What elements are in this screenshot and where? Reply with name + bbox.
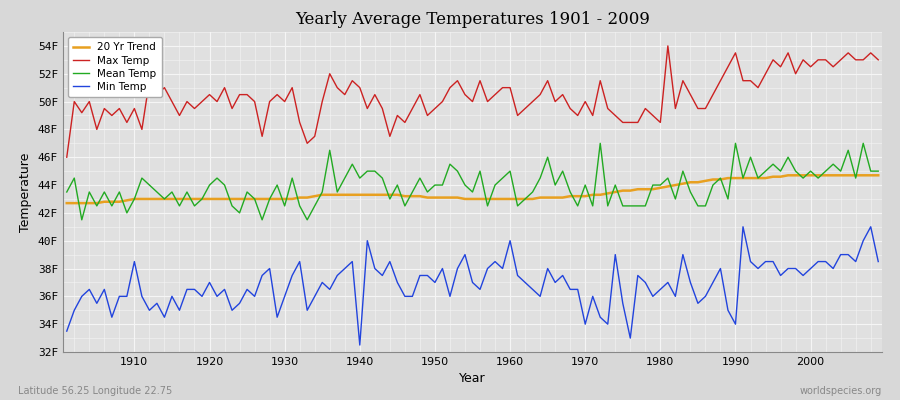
Max Temp <box>873 58 884 62</box>
Mean Temp <box>512 204 523 208</box>
Max Temp <box>505 85 516 90</box>
Mean Temp <box>61 190 72 194</box>
Max Temp <box>122 120 132 125</box>
Text: Latitude 56.25 Longitude 22.75: Latitude 56.25 Longitude 22.75 <box>18 386 172 396</box>
Max Temp <box>332 85 343 90</box>
20 Yr Trend <box>783 173 794 178</box>
Line: Min Temp: Min Temp <box>67 227 878 345</box>
Min Temp <box>602 322 613 326</box>
Legend: 20 Yr Trend, Max Temp, Mean Temp, Min Temp: 20 Yr Trend, Max Temp, Mean Temp, Min Te… <box>68 37 162 97</box>
Min Temp <box>512 273 523 278</box>
Min Temp <box>873 259 884 264</box>
Line: Mean Temp: Mean Temp <box>67 143 878 220</box>
Mean Temp <box>76 218 87 222</box>
Text: worldspecies.org: worldspecies.org <box>800 386 882 396</box>
Max Temp <box>662 44 673 48</box>
Max Temp <box>595 78 606 83</box>
Min Temp <box>355 343 365 348</box>
Min Temp <box>505 238 516 243</box>
20 Yr Trend <box>122 198 132 203</box>
Line: Max Temp: Max Temp <box>67 46 878 157</box>
Max Temp <box>497 85 508 90</box>
Mean Temp <box>595 141 606 146</box>
Min Temp <box>287 273 298 278</box>
Line: 20 Yr Trend: 20 Yr Trend <box>67 175 878 203</box>
Min Temp <box>738 224 749 229</box>
Min Temp <box>332 273 343 278</box>
Mean Temp <box>294 204 305 208</box>
20 Yr Trend <box>61 201 72 206</box>
Mean Temp <box>505 169 516 174</box>
Mean Temp <box>129 196 140 201</box>
Min Temp <box>61 329 72 334</box>
20 Yr Trend <box>595 192 606 197</box>
Y-axis label: Temperature: Temperature <box>19 152 32 232</box>
Max Temp <box>287 85 298 90</box>
20 Yr Trend <box>497 196 508 201</box>
X-axis label: Year: Year <box>459 372 486 386</box>
Mean Temp <box>610 183 621 188</box>
Mean Temp <box>339 176 350 180</box>
Title: Yearly Average Temperatures 1901 - 2009: Yearly Average Temperatures 1901 - 2009 <box>295 11 650 28</box>
20 Yr Trend <box>873 173 884 178</box>
Min Temp <box>122 294 132 299</box>
20 Yr Trend <box>505 196 516 201</box>
Max Temp <box>61 155 72 160</box>
Mean Temp <box>873 169 884 174</box>
20 Yr Trend <box>287 196 298 201</box>
20 Yr Trend <box>332 192 343 197</box>
